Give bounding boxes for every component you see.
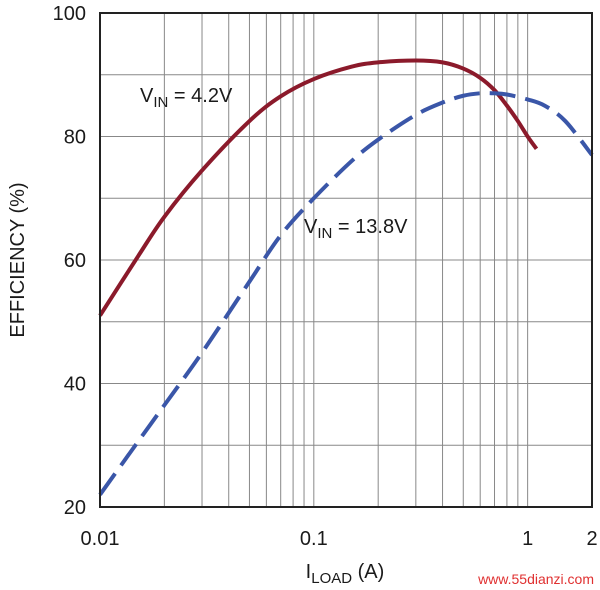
- y-tick-label: 20: [64, 497, 86, 519]
- series-line-0: [98, 58, 539, 317]
- series-label-vin-4-2v: VIN = 4.2V: [140, 85, 233, 111]
- y-tick-label: 80: [64, 127, 86, 149]
- x-tick-label: 0.1: [300, 528, 328, 550]
- y-tick-label: 60: [64, 250, 86, 272]
- series-label-vin-13-8v: VIN = 13.8V: [304, 216, 408, 242]
- y-axis-title: EFFICIENCY (%): [7, 182, 29, 337]
- x-tick-label: 1: [522, 528, 533, 550]
- x-tick-labels: 0.01 0.1 1 2: [81, 528, 598, 550]
- x-tick-label: 2: [586, 528, 597, 550]
- x-axis-title: ILOAD (A): [306, 561, 385, 587]
- watermark-text: www.55dianzi.com: [477, 571, 594, 587]
- series-layer: [98, 58, 594, 496]
- series-line-1: [98, 91, 594, 496]
- y-tick-label: 100: [53, 3, 86, 25]
- plot-frame: [99, 12, 593, 508]
- y-tick-label: 40: [64, 374, 86, 396]
- y-tick-labels: 20 40 60 80 100: [53, 3, 86, 519]
- x-tick-label: 0.01: [81, 528, 120, 550]
